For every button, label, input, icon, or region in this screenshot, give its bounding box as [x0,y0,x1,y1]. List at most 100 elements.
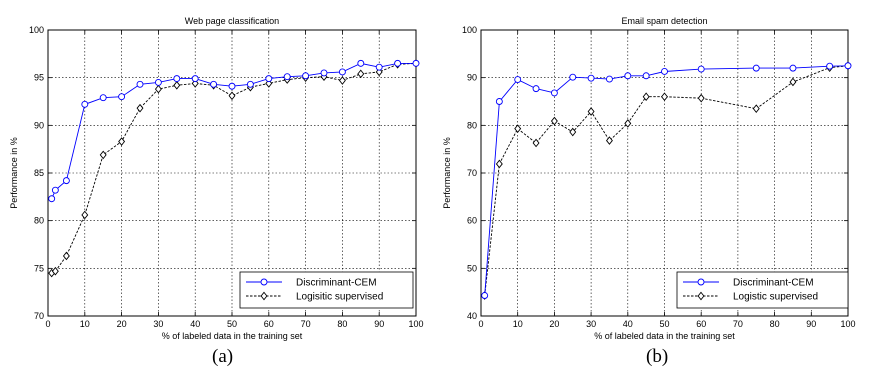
data-point [302,72,310,80]
series-line [484,65,849,296]
chart-panel-1: 0 10 20 30 40 50 60 70 80 90 100 70 75 80 85 90 95 100 Web… [9,16,424,341]
data-point [154,84,162,94]
y-axis-label: Performance in % [9,137,19,209]
x-tick-label: 70 [301,319,311,329]
x-tick-label: 30 [153,319,163,329]
data-point [191,75,199,83]
y-tick-label: 100 [29,25,44,35]
data-point [587,74,595,82]
x-tick-label: 80 [770,319,780,329]
legend: Discriminant-CEM Logisitic supervised [239,271,414,309]
data-point [338,76,346,85]
data-point [495,159,503,169]
data-point [357,59,365,67]
x-tick-label: 100 [408,319,423,329]
legend-label: Logisitic supervised [296,292,383,303]
legend-box [239,271,414,309]
data-point [338,68,346,76]
data-point [265,75,273,83]
data-point [62,251,70,261]
series-logistic-supervised [481,61,852,300]
y-tick-label: 70 [34,311,44,321]
data-point [550,89,558,97]
legend-label: Logistic supervised [733,292,818,303]
data-point [514,124,522,133]
data-point [826,62,834,70]
x-tick-label: 70 [733,319,743,329]
data-point [81,100,89,108]
data-point [81,210,89,220]
data-point [210,80,218,88]
data-point [624,119,632,128]
legend-swatch-marker [697,291,705,301]
data-point [661,68,668,75]
y-tick-label: 95 [34,73,44,83]
legend-label: Discriminant-CEM [296,278,377,289]
data-point [605,136,613,145]
data-point [550,116,558,126]
data-point [642,92,650,102]
x-axis-label: % of labeled data in the training set [594,331,735,341]
caption-a: (a) [212,346,234,367]
x-tick-label: 100 [840,319,855,329]
data-point [532,85,540,93]
x-tick-label: 10 [513,319,523,329]
data-point [789,64,797,72]
x-tick-label: 30 [586,319,596,329]
x-tick-label: 80 [337,319,347,329]
y-tick-label: 90 [34,120,44,130]
data-point [412,59,420,67]
data-point [173,75,181,83]
x-tick-label: 0 [45,319,50,329]
data-point [228,82,236,90]
chart-panel-2: 0 10 20 30 40 50 60 70 80 90 100 40 50 60 70 80 90 100 Ema… [442,16,856,341]
data-point [697,93,705,103]
x-tick-label: 40 [623,319,633,329]
y-tick-label: 100 [462,25,477,35]
chart-title: Email spam detection [621,16,707,26]
data-point [606,75,613,83]
series-line [51,62,417,274]
y-tick-label: 75 [34,263,44,273]
data-point [532,138,540,148]
data-point [587,107,595,116]
x-axis-label: % of labeled data in the training set [162,331,303,341]
y-tick-label: 85 [34,168,44,178]
data-point [99,150,107,160]
series-line [51,62,416,199]
data-point [394,59,402,67]
x-tick-label: 50 [227,319,237,329]
data-point [99,94,107,102]
data-point [752,104,760,113]
data-point [136,80,144,88]
data-point [375,63,383,71]
series-discriminant-cem [481,62,852,299]
data-point [118,137,126,146]
data-point [173,80,181,90]
data-point [154,78,162,86]
data-point [514,76,522,84]
series-logistic-supervised [48,59,420,278]
data-point [481,292,489,299]
data-point [697,65,705,73]
legend-swatch-marker [697,278,705,286]
data-point [844,62,852,70]
data-point [118,93,126,101]
x-tick-label: 90 [806,319,816,329]
legend-label: Discriminant-CEM [733,278,814,289]
series-line [484,65,849,296]
series-discriminant-cem [48,59,420,203]
x-tick-label: 20 [549,319,559,329]
data-point [62,177,70,185]
data-point [48,195,56,203]
x-tick-label: 50 [659,319,669,329]
data-point [789,77,797,87]
x-tick-label: 20 [117,319,127,329]
data-point [228,91,236,101]
data-point [624,72,632,80]
x-tick-label: 60 [696,319,706,329]
data-point [569,127,577,137]
data-point [495,98,503,105]
y-tick-label: 80 [34,216,44,226]
